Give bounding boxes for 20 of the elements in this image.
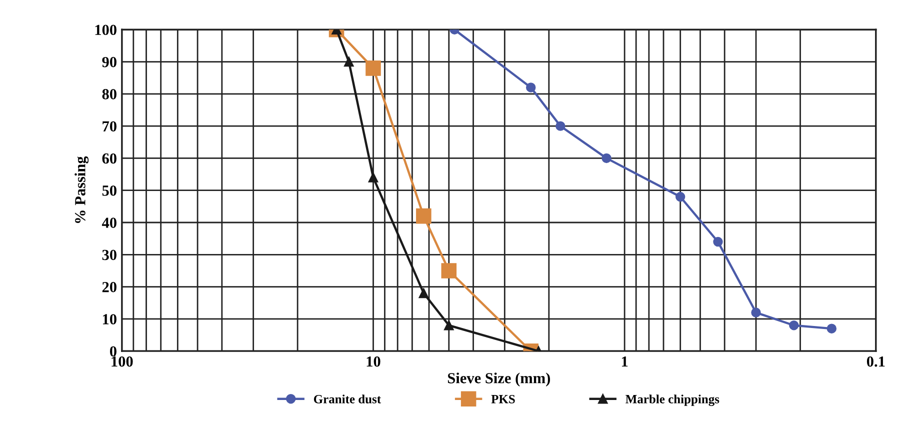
y-tick-label: 30 (102, 250, 116, 260)
y-tick-label: 70 (102, 121, 116, 132)
y-tick-label: 50 (102, 185, 116, 196)
y-tick-label: 40 (102, 218, 116, 228)
x-axis-title: Sieve Size (mm) (448, 372, 550, 386)
y-tick-label: 10 (102, 314, 116, 324)
y-axis-title: % Passing (74, 156, 89, 223)
legend-label: PKS (491, 394, 515, 404)
y-tick-label: 0 (110, 346, 116, 357)
legend-label: Marble chippings (626, 394, 720, 406)
y-tick-label: 60 (102, 153, 116, 164)
x-tick-label: 0.1 (866, 356, 885, 367)
y-tick-label: 100 (95, 24, 116, 36)
x-tick-label: 1 (622, 356, 628, 367)
x-tick-label: 10 (366, 356, 380, 367)
legend-label: Granite dust (314, 394, 381, 404)
x-tick-label: 100 (112, 356, 133, 367)
y-tick-label: 90 (102, 56, 116, 68)
y-tick-label: 20 (102, 282, 116, 292)
y-tick-label: 80 (102, 89, 116, 100)
